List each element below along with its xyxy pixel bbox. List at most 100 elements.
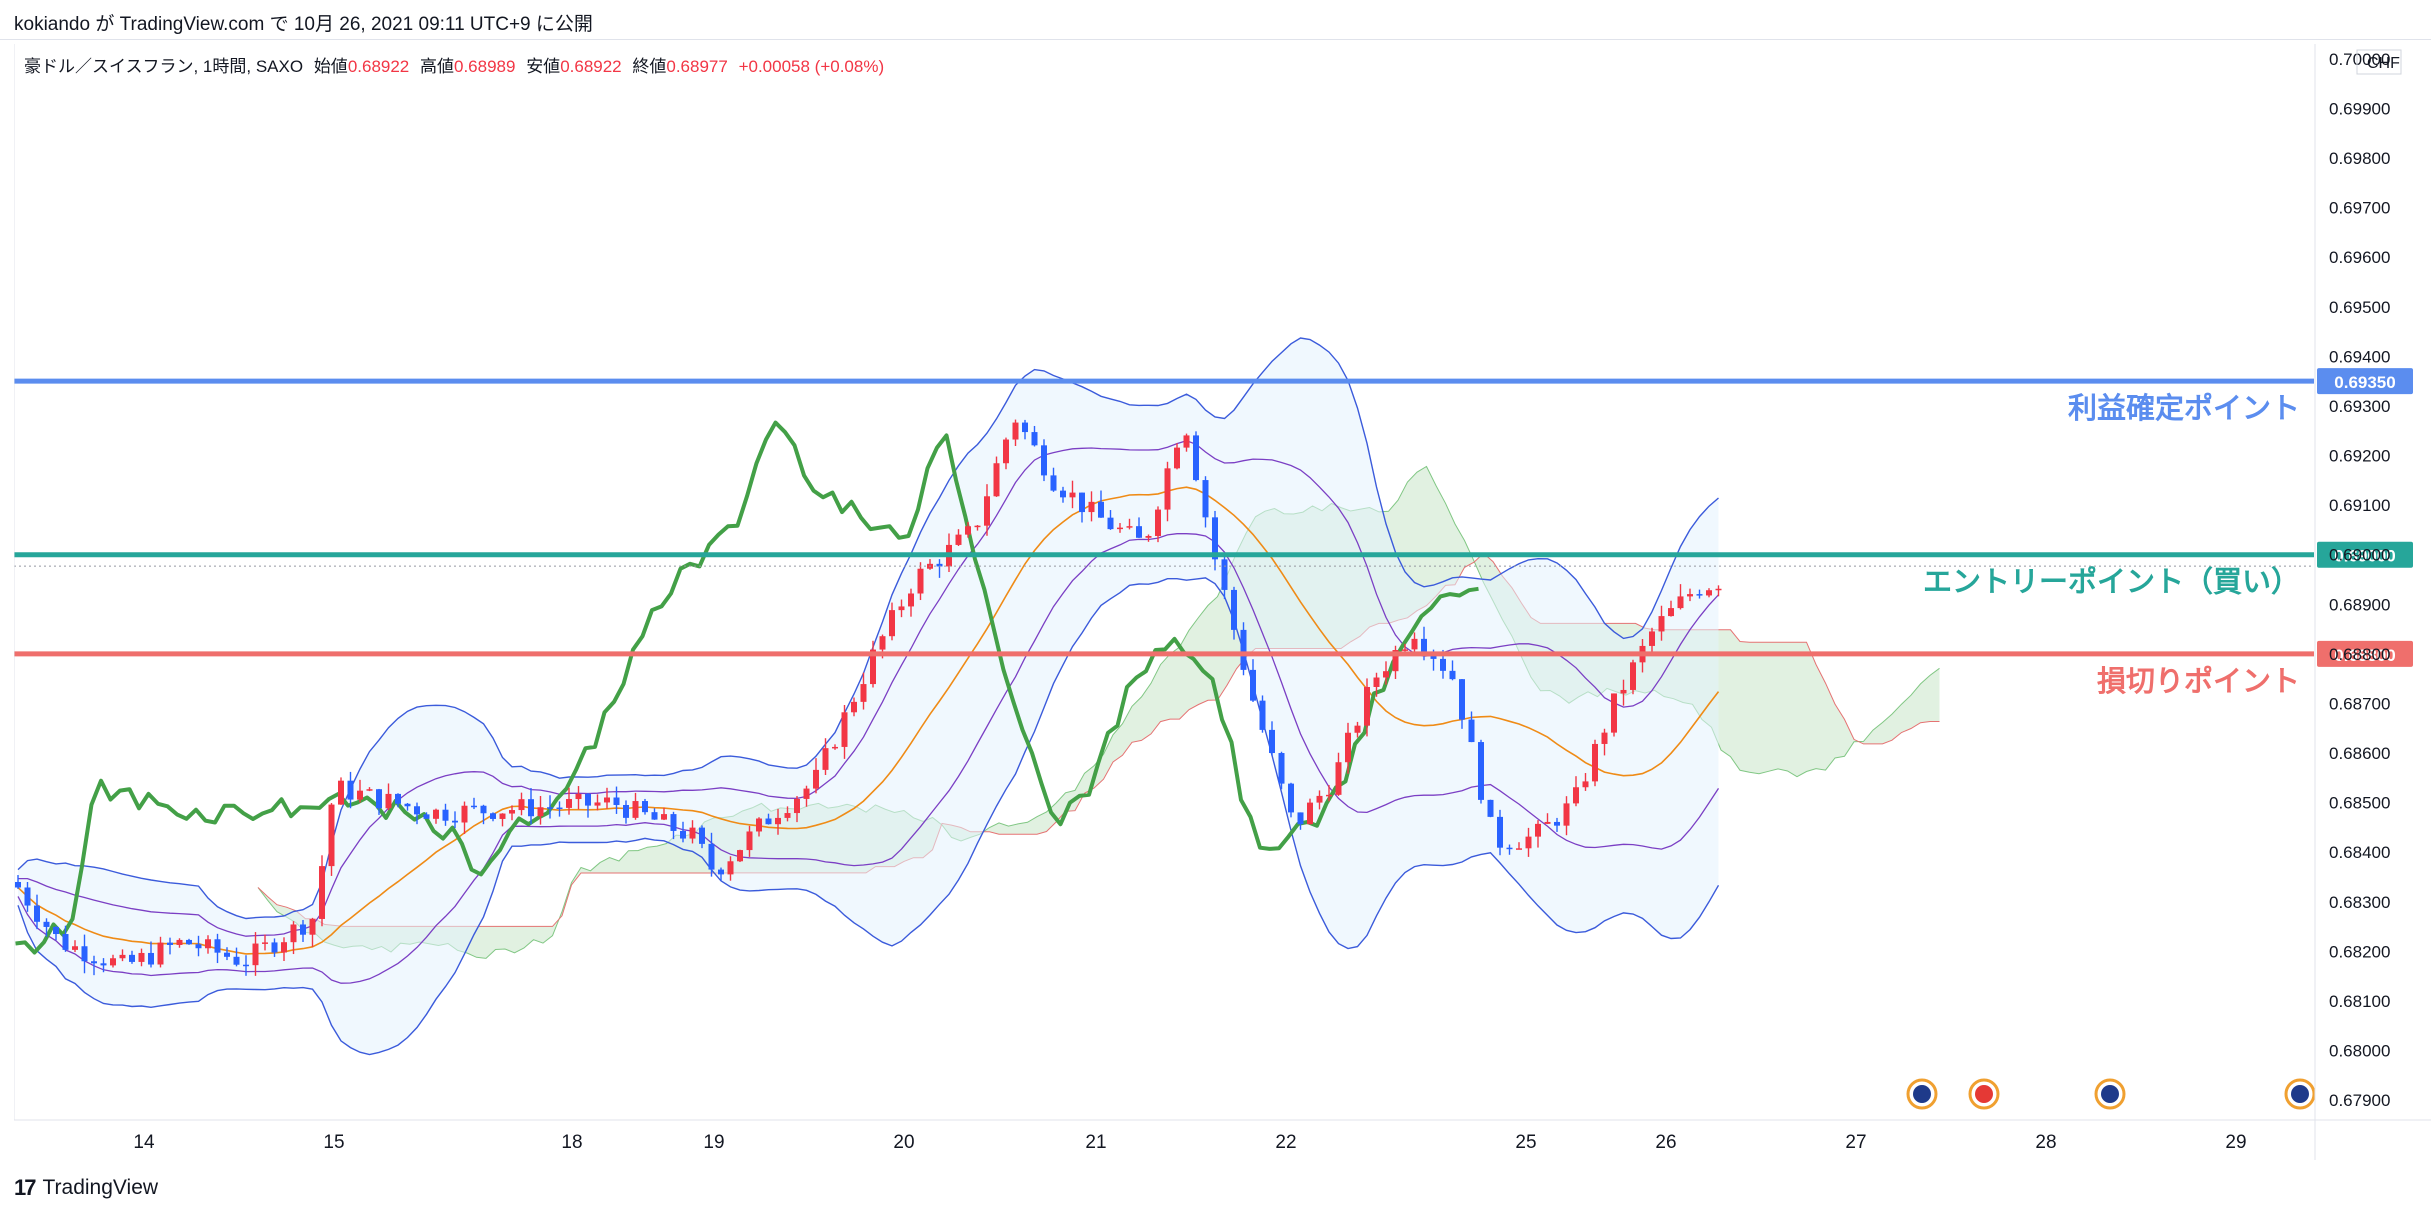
candle-body [765,818,772,825]
candle-body [480,805,487,814]
price-chart[interactable]: 利益確定ポイント 0.69350 エントリーポイント（買い） 0.69000 損切りポイ… [13,44,2431,1160]
candle-body [1487,799,1494,817]
candle-body [262,942,268,944]
candle-body [1098,501,1104,518]
candle-body [556,807,563,810]
candle-body [1022,422,1028,433]
candle-body [1573,787,1579,804]
candle-body [1107,517,1114,530]
candle-body [727,861,734,875]
time-axis[interactable]: 14 15 18 19 20 21 22 25 26 27 28 29 [133,1132,2246,1153]
event-icons [1906,1078,2316,1110]
chikou-span-line [15,420,1479,955]
candle-body [1316,795,1323,803]
open-label: 始値 [313,57,348,76]
au-flag-icon-inner [2101,1085,2119,1103]
candle-body [803,788,810,799]
candle-body [1183,435,1190,448]
bb-upper-line [17,337,1719,920]
y-tick-label: 0.68600 [2329,744,2390,763]
candle-body [1516,848,1522,850]
candle-body [1250,669,1256,701]
candle-body [1326,794,1332,797]
candle-body [1440,658,1446,671]
candle-body [689,827,696,839]
x-tick-label: 27 [1845,1132,1866,1153]
candle-body [1221,559,1228,590]
candle-body [1354,725,1361,733]
candle-body [1041,445,1047,476]
candle-body [566,799,572,808]
candle-body [186,939,192,945]
candle-body [1402,649,1408,651]
y-tick-label: 0.68300 [2329,893,2390,912]
candle-body [917,568,924,594]
low-label: 安値 [526,57,561,76]
candle-body [328,804,335,867]
candle-body [879,636,886,650]
y-tick-label: 0.69700 [2329,199,2390,218]
candle-body [870,649,876,685]
candle-body [794,798,800,814]
low-value: 0.68922 [560,57,622,76]
candle-body [62,934,69,950]
candle-body [490,813,496,819]
candle-body [509,810,515,814]
candle-body [1525,836,1532,849]
candle-body [1231,589,1237,630]
high-value: 0.68989 [454,57,516,76]
y-tick-label: 0.68000 [2329,1042,2390,1061]
candle-body [1079,492,1085,513]
candle-body [832,746,838,749]
candle-body [1668,608,1674,617]
candle-body [1706,590,1712,596]
candle-body [784,813,791,818]
candle-body [984,496,990,526]
candle-body [376,789,382,809]
tradingview-logo[interactable]: 17 TradingView [14,1175,158,1201]
symbol-name[interactable]: 豪ドル／スイスフラン, 1時間, SAXO [24,57,304,76]
candle-body [224,952,230,957]
candle-body [1031,432,1038,446]
candle-body [15,881,21,888]
candle-body [708,843,715,870]
price-axis[interactable]: 0.70000 0.69900 0.69800 0.69700 0.69600 0.695… [2329,49,2402,1110]
candle-body [433,809,439,819]
candle-body [81,946,88,962]
candle-body [860,684,867,702]
candle-body [908,593,914,607]
candle-body [395,793,401,804]
candle-body [1630,662,1636,690]
candle-body [34,905,40,922]
candle-body [1069,492,1076,498]
candle-body [319,866,325,919]
candle-body [385,793,392,809]
chart-area[interactable]: 利益確定ポイント 0.69350 エントリーポイント（買い） 0.69000 損切りポイ… [13,44,2431,1160]
candle-body [442,809,449,821]
candle-body [1383,671,1389,678]
candle-body [594,802,601,806]
candle-body [423,814,430,819]
candle-body [100,963,107,966]
candle-body [547,807,553,809]
candle-body [993,463,1000,497]
tv-logo-icon: 17 [14,1175,37,1200]
candle-body [1449,670,1456,680]
candle-body [1364,686,1370,726]
y-tick-label: 0.69100 [2329,496,2390,515]
candle-body [680,830,686,839]
y-tick-label: 0.68700 [2329,694,2390,713]
y-tick-label: 0.68100 [2329,992,2390,1011]
level-label: 損切りポイント [2097,665,2300,698]
close-value: 0.68977 [666,57,728,76]
candlesticks [15,419,1722,976]
candle-body [813,769,819,789]
au-flag-icon-inner [1913,1085,1931,1103]
candle-body [613,797,620,805]
candle-body [1164,468,1171,510]
candle-body [651,812,658,820]
x-tick-label: 29 [2225,1132,2246,1153]
brand-name: TradingView [42,1176,159,1199]
candle-body [1060,490,1066,498]
x-tick-label: 18 [561,1132,582,1153]
